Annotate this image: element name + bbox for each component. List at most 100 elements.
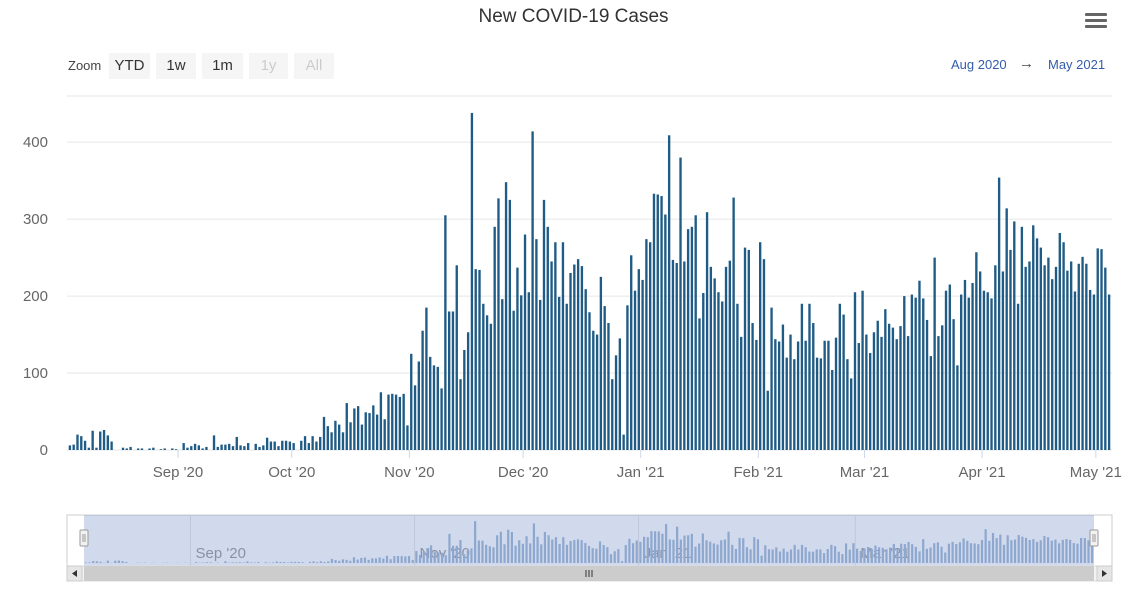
navigator-bar [121, 561, 124, 563]
bar [171, 448, 174, 450]
zoom-button-1y[interactable]: 1y [249, 53, 288, 79]
bar [1107, 294, 1111, 450]
bar [937, 336, 940, 450]
bar [929, 356, 933, 450]
bar [273, 441, 276, 450]
navigator-label: Sep '20 [196, 545, 246, 562]
bar [504, 182, 508, 450]
bar [402, 393, 405, 450]
menu-icon[interactable] [1083, 10, 1109, 32]
navigator-bar [657, 531, 660, 563]
bar [683, 261, 686, 450]
navigator-label: Jan '21 [644, 545, 692, 562]
bar [421, 330, 424, 450]
bar [447, 311, 451, 450]
bar [933, 257, 936, 450]
bar [584, 289, 587, 450]
zoom-button-1w[interactable]: 1w [156, 53, 196, 79]
navigator-bar [936, 542, 940, 563]
navigator-bar [452, 545, 455, 563]
bar [868, 353, 872, 450]
bar [550, 261, 553, 450]
x-tick-label: Apr '21 [959, 464, 1006, 481]
bar [846, 359, 849, 450]
navigator-bar [92, 561, 95, 563]
zoom-button-all[interactable]: All [294, 53, 334, 79]
navigator-bar [999, 534, 1002, 563]
navigator-bar [521, 543, 524, 563]
range-to[interactable]: May 2021 [1048, 57, 1106, 72]
bar [159, 449, 163, 450]
navigator-bar [338, 560, 341, 563]
bar [1028, 261, 1031, 450]
bar [1062, 242, 1065, 450]
navigator-selection[interactable] [84, 515, 1094, 566]
navigator-bar [1046, 537, 1050, 563]
zoom-button-1m[interactable]: 1m [202, 53, 243, 79]
bar [190, 446, 193, 450]
bar [444, 215, 447, 450]
bar [660, 196, 663, 450]
bar [823, 340, 826, 450]
bar [523, 234, 527, 450]
bar [812, 323, 815, 450]
bar [880, 336, 883, 450]
navigator-bar [1050, 540, 1053, 563]
navigator-bar [665, 523, 668, 563]
bar [747, 249, 750, 450]
bar [702, 293, 705, 450]
navigator-bar [977, 544, 980, 563]
navigator-bar [378, 557, 381, 563]
bar [1001, 271, 1005, 450]
navigator-bar [613, 551, 616, 563]
navigator-bar [749, 549, 752, 563]
navigator-bar [382, 558, 385, 563]
bar [235, 436, 238, 450]
navigator-bar [477, 540, 480, 563]
navigator-bar [551, 539, 554, 563]
bar [353, 408, 356, 450]
bar [842, 314, 845, 450]
bar [630, 255, 633, 450]
navigator-bar [815, 549, 818, 563]
bar [489, 323, 493, 450]
bar [368, 413, 371, 450]
bar [819, 358, 823, 450]
bar [349, 422, 352, 450]
zoom-button-ytd[interactable]: YTD [109, 53, 150, 79]
bar [694, 215, 697, 450]
range-from[interactable]: Aug 2020 [951, 57, 1007, 72]
bar [626, 305, 629, 450]
scroll-left-button[interactable] [66, 565, 83, 582]
navigator-bar [933, 543, 936, 563]
navigator-bar [330, 558, 334, 563]
bar [201, 448, 204, 450]
bar [815, 357, 819, 450]
bar [76, 434, 79, 450]
navigator-bar [1002, 544, 1006, 563]
bar [789, 334, 792, 450]
scrollbar-thumb[interactable] [84, 566, 1094, 581]
navigator-bar [466, 550, 469, 563]
navigator-left-handle[interactable] [79, 529, 89, 547]
navigator-bar [437, 552, 440, 563]
navigator-bar [837, 551, 840, 563]
bar [850, 378, 853, 450]
navigator-bar [745, 547, 749, 563]
navigator-right-handle[interactable] [1089, 529, 1099, 547]
x-tick-label: Mar '21 [840, 464, 890, 481]
navigator-bar [587, 545, 591, 563]
bar [1070, 261, 1073, 450]
scrollbar-track[interactable] [66, 565, 1113, 582]
navigator-bar [738, 537, 741, 563]
navigator-bar [1061, 539, 1064, 563]
navigator-bar [1080, 537, 1083, 563]
navigator-bar [591, 548, 594, 563]
scroll-right-button[interactable] [1096, 565, 1113, 582]
bar [978, 271, 982, 450]
navigator-bar [396, 556, 400, 563]
navigator-bar [672, 539, 675, 563]
bar [1088, 289, 1092, 450]
bar [906, 336, 910, 450]
navigator-bar [867, 546, 870, 563]
